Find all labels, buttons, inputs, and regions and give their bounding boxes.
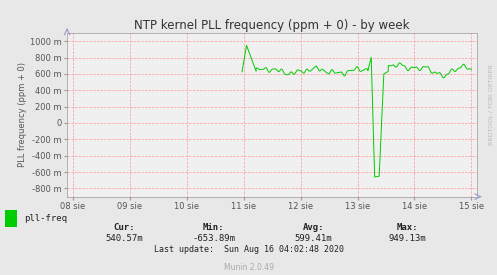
Text: Max:: Max: (397, 223, 418, 232)
Title: NTP kernel PLL frequency (ppm + 0) - by week: NTP kernel PLL frequency (ppm + 0) - by … (134, 19, 410, 32)
Text: Min:: Min: (203, 223, 225, 232)
Text: 949.13m: 949.13m (389, 234, 426, 243)
Text: RRDTOOL / TOBI OETIKER: RRDTOOL / TOBI OETIKER (489, 64, 494, 145)
Y-axis label: PLL frequency (ppm + 0): PLL frequency (ppm + 0) (18, 62, 27, 167)
Text: 540.57m: 540.57m (105, 234, 143, 243)
Text: 599.41m: 599.41m (294, 234, 332, 243)
Text: Munin 2.0.49: Munin 2.0.49 (224, 263, 273, 272)
Text: Last update:  Sun Aug 16 04:02:48 2020: Last update: Sun Aug 16 04:02:48 2020 (154, 245, 343, 254)
Text: -653.89m: -653.89m (192, 234, 235, 243)
Text: pll-freq: pll-freq (24, 214, 67, 222)
Text: Avg:: Avg: (302, 223, 324, 232)
Text: Cur:: Cur: (113, 223, 135, 232)
